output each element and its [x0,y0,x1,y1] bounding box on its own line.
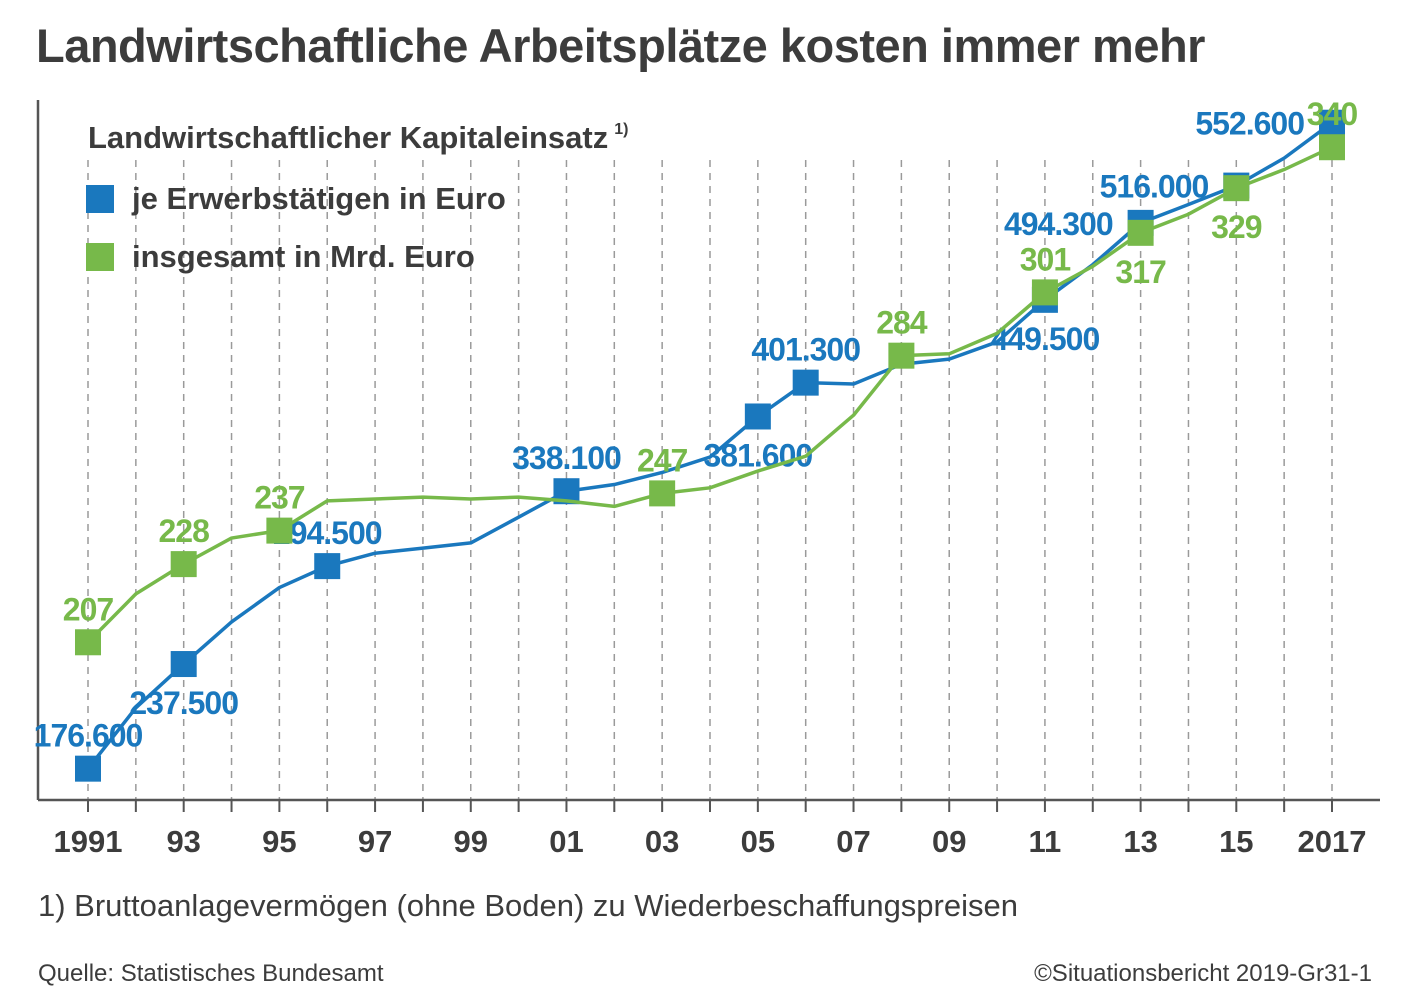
data-label: 207 [63,591,114,627]
data-label: 176.600 [34,718,143,754]
x-tick-label: 1991 [54,824,123,859]
series-line [86,145,1333,644]
legend-label-blue: je Erwerbstätigen in Euro [132,181,506,216]
data-point-marker [266,517,293,544]
data-label: 340 [1307,96,1358,132]
x-tick-label: 05 [741,824,775,859]
data-label: 228 [158,513,209,549]
data-label: 247 [637,442,688,478]
series-line [86,121,1334,770]
data-point-marker [649,480,676,507]
source-note: Quelle: Statistisches Bundesamt [38,960,384,987]
data-label: 237 [254,480,305,516]
data-point-marker [170,551,197,578]
legend-item-blue: je Erwerbstätigen in Euro [86,181,506,216]
legend-title-note: 1) [614,121,629,138]
legend-swatch-square-icon [86,185,114,213]
data-label: 552.600 [1195,106,1304,142]
data-point-marker [314,553,341,580]
data-label: 449.500 [991,321,1100,357]
x-tick-label: 09 [932,824,966,859]
data-point-marker [1223,175,1250,202]
data-label: 516.000 [1100,169,1209,205]
data-point-marker [1319,134,1345,161]
data-label: 329 [1211,209,1262,245]
legend-label-green: insgesamt in Mrd. Euro [132,239,475,274]
chart-title: Landwirtschaftliche Arbeitsplätze kosten… [36,19,1205,72]
x-tick-label: 99 [454,824,488,859]
data-label: 237.500 [129,685,238,721]
data-point-marker [1127,219,1154,246]
x-tick-label: 11 [1029,824,1062,859]
footnote: 1) Bruttoanlagevermögen (ohne Boden) zu … [38,888,1018,923]
x-tick-label: 07 [836,824,870,859]
data-label: 301 [1020,241,1071,277]
data-label: 381.600 [704,437,813,473]
data-point-marker [744,403,771,430]
data-point-marker [75,755,101,782]
legend-title: Landwirtschaftlicher Kapitaleinsatz 1) [88,120,629,155]
data-label: 317 [1115,254,1166,290]
data-label: 284 [876,305,928,341]
legend-item-green: insgesamt in Mrd. Euro [86,239,475,274]
x-tick-label: 13 [1123,824,1157,859]
x-tick-label: 93 [166,824,200,859]
data-label: 401.300 [751,332,860,368]
copyright-note: ©Situationsbericht 2019-Gr31-1 [1034,960,1372,987]
legend-swatch-square-icon [86,243,114,271]
x-tick-label: 15 [1219,824,1253,859]
x-tick-label: 01 [549,824,583,859]
data-point-marker [75,629,101,656]
x-tick-label: 2017 [1298,824,1367,859]
data-point-marker [1319,109,1345,136]
x-tick-label: 97 [358,824,392,859]
data-point-marker [170,651,197,678]
data-point-marker [792,369,819,396]
data-point-marker [1031,279,1058,306]
data-point-marker [888,342,915,369]
x-tick-label: 03 [645,824,679,859]
x-tick-label: 95 [262,824,296,859]
data-label: 494.300 [1004,206,1113,242]
data-label: 338.100 [512,440,621,476]
